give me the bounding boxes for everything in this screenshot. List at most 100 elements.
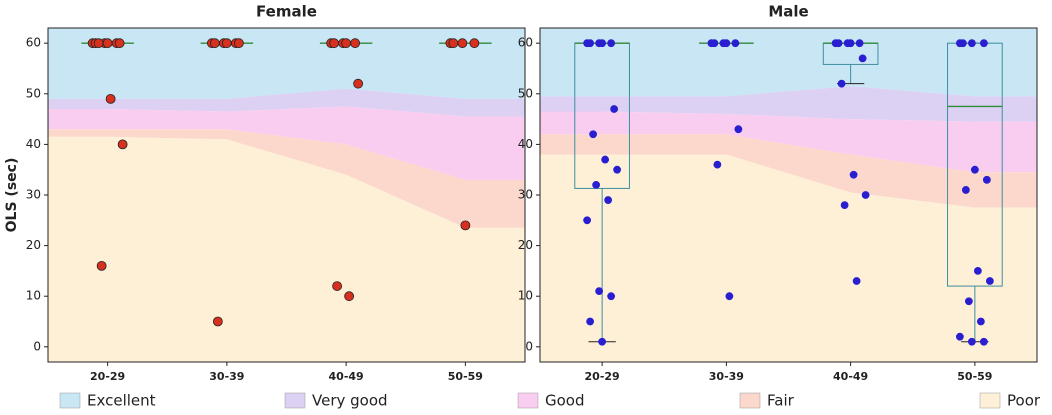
data-point <box>837 79 846 88</box>
legend-swatch <box>739 392 761 409</box>
data-point <box>96 260 107 271</box>
data-point <box>583 216 592 225</box>
y-tick-label: 50 <box>518 86 533 100</box>
legend-label: Good <box>545 392 585 410</box>
data-point <box>713 160 722 169</box>
data-point <box>221 38 232 49</box>
data-point <box>212 316 223 327</box>
data-point <box>710 39 719 48</box>
data-point <box>855 39 864 48</box>
band-area <box>540 111 1037 173</box>
data-point <box>834 39 843 48</box>
data-point <box>955 332 964 341</box>
legend-label: Fair <box>767 392 795 410</box>
data-point <box>722 39 731 48</box>
data-point <box>961 186 970 194</box>
y-tick-label: 30 <box>518 188 533 202</box>
data-point <box>460 220 471 231</box>
data-point <box>604 196 613 204</box>
y-tick-label: 40 <box>26 137 41 151</box>
data-point <box>448 38 459 49</box>
data-point <box>967 39 976 48</box>
data-point <box>105 93 116 104</box>
band-area <box>48 129 525 228</box>
data-point <box>117 139 128 150</box>
band-area <box>48 136 525 362</box>
legend-label: Excellent <box>87 392 156 410</box>
data-point <box>353 78 364 89</box>
data-point <box>985 277 994 285</box>
data-point <box>846 39 855 48</box>
x-tick-label: 20-29 <box>90 370 125 383</box>
data-point <box>595 287 604 296</box>
band-area <box>48 28 525 99</box>
data-point <box>852 277 861 285</box>
band-area <box>48 106 525 180</box>
data-point <box>329 38 340 49</box>
y-tick-label: 40 <box>518 137 533 151</box>
data-point <box>970 165 979 174</box>
data-point <box>840 201 849 210</box>
y-tick-label: 60 <box>26 36 41 50</box>
data-point <box>601 155 610 164</box>
band-area <box>540 28 1037 97</box>
data-point <box>976 317 985 326</box>
data-point <box>598 39 607 48</box>
panel-title: Male <box>768 3 808 21</box>
data-point <box>93 38 104 49</box>
data-point <box>233 38 244 49</box>
x-tick-label: 20-29 <box>585 370 620 383</box>
data-point <box>725 292 734 301</box>
data-point <box>979 337 988 346</box>
data-point <box>982 175 991 184</box>
x-tick-label: 30-39 <box>709 370 744 383</box>
y-tick-label: 20 <box>518 238 533 252</box>
y-axis-label: OLS (sec) <box>4 158 20 233</box>
data-point <box>607 39 616 48</box>
data-point <box>607 292 616 301</box>
data-point <box>731 39 740 48</box>
y-tick-label: 0 <box>33 339 41 353</box>
y-tick-label: 10 <box>518 289 533 303</box>
data-point <box>114 38 125 49</box>
data-point <box>457 38 468 49</box>
legend-swatch <box>979 392 1001 409</box>
data-point <box>858 54 867 63</box>
legend-swatch <box>517 392 539 409</box>
y-tick-label: 0 <box>525 339 533 353</box>
band-area <box>540 154 1037 362</box>
data-point <box>967 337 976 346</box>
y-tick-label: 10 <box>26 289 41 303</box>
legend-label: Very good <box>312 392 388 410</box>
panel-title: Female <box>256 3 317 21</box>
data-point <box>610 105 619 113</box>
legend-swatch <box>59 392 81 409</box>
data-point <box>734 125 743 134</box>
data-point <box>861 191 870 199</box>
x-tick-label: 30-39 <box>209 370 244 383</box>
data-point <box>586 317 595 326</box>
x-tick-label: 50-59 <box>448 370 483 383</box>
data-point <box>586 39 595 48</box>
data-point <box>598 337 607 346</box>
legend-swatch <box>284 392 306 409</box>
data-point <box>958 39 967 48</box>
data-point <box>102 38 113 49</box>
data-point <box>209 38 220 49</box>
data-point <box>469 38 480 49</box>
data-point <box>589 130 598 139</box>
data-point <box>979 39 988 48</box>
x-tick-label: 40-49 <box>833 370 868 383</box>
band-area <box>540 134 1037 208</box>
y-tick-label: 60 <box>518 36 533 50</box>
y-tick-label: 30 <box>26 188 41 202</box>
data-point <box>964 297 973 306</box>
y-tick-label: 20 <box>26 238 41 252</box>
data-point <box>613 165 622 174</box>
x-tick-label: 50-59 <box>957 370 992 383</box>
data-point <box>344 291 355 302</box>
x-tick-label: 40-49 <box>329 370 364 383</box>
data-point <box>973 267 982 275</box>
legend-label: Poor <box>1007 392 1041 410</box>
